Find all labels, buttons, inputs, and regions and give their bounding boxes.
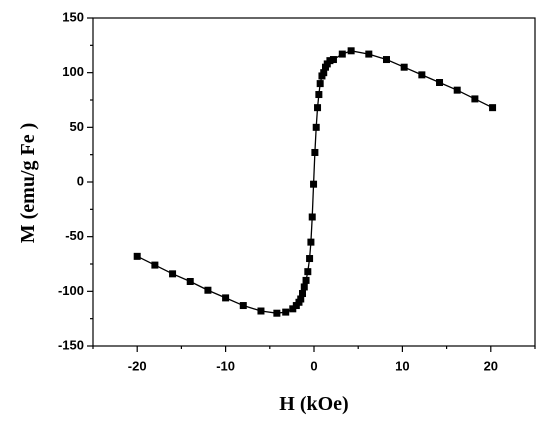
x-axis-label: H (kOe) (279, 393, 348, 415)
data-point (289, 305, 297, 313)
data-point (347, 47, 355, 55)
x-tick-label: 20 (484, 358, 498, 373)
data-point (297, 295, 305, 303)
y-tick-label: 150 (62, 9, 84, 24)
x-tick-label: 10 (395, 358, 409, 373)
data-point (133, 252, 141, 260)
x-tick-label: -20 (128, 358, 147, 373)
data-point (306, 255, 314, 263)
y-axis-label: M (emu/g Fe ) (17, 123, 39, 244)
data-point (300, 283, 308, 291)
y-tick-label: 100 (62, 64, 84, 79)
data-point (315, 91, 323, 99)
data-point (299, 290, 307, 298)
data-point (308, 213, 316, 221)
y-tick-label: -150 (58, 337, 84, 352)
data-point (400, 63, 408, 71)
data-point (302, 276, 310, 284)
data-point (338, 50, 346, 58)
data-point (257, 307, 265, 315)
data-point (186, 277, 194, 285)
data-point (471, 95, 479, 103)
data-point (239, 302, 247, 310)
data-point (282, 308, 290, 316)
data-point (310, 180, 318, 188)
data-point (326, 57, 334, 65)
y-tick-label: 0 (77, 173, 84, 188)
data-point (382, 56, 390, 64)
x-tick-label: -10 (216, 358, 235, 373)
data-point (169, 270, 177, 278)
data-point (418, 71, 426, 79)
data-point (314, 104, 322, 112)
data-point (320, 69, 328, 77)
data-point (307, 238, 315, 246)
y-tick-label: -100 (58, 283, 84, 298)
data-point (312, 123, 320, 131)
data-point (436, 79, 444, 87)
data-point (222, 294, 230, 302)
data-point (311, 148, 319, 156)
data-point (453, 86, 461, 94)
y-tick-label: -50 (65, 228, 84, 243)
data-point (316, 80, 324, 88)
data-point (204, 286, 212, 294)
y-tick-label: 50 (70, 119, 84, 134)
data-point (304, 268, 312, 276)
data-point (151, 261, 159, 269)
data-point (273, 309, 281, 317)
data-point (365, 50, 373, 58)
x-tick-label: 0 (310, 358, 317, 373)
data-point (329, 56, 337, 64)
data-point (489, 104, 497, 112)
